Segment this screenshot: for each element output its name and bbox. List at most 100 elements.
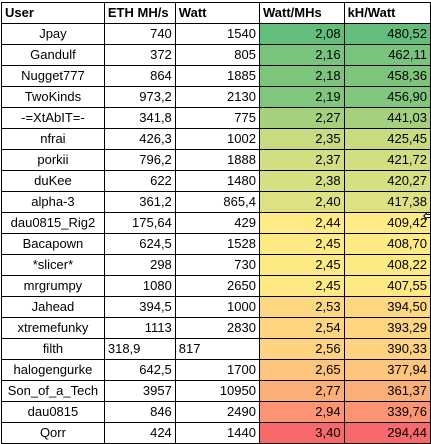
user-cell[interactable]: mrgrumpy: [1, 275, 105, 297]
user-cell[interactable]: Gandulf: [1, 44, 105, 66]
user-cell[interactable]: Nugget777: [1, 65, 105, 87]
kh-per-watt-cell[interactable]: 456,90: [343, 86, 431, 108]
user-cell[interactable]: *slicer*: [1, 254, 105, 276]
eth-cell[interactable]: 846: [103, 401, 176, 423]
watt-per-mhs-cell[interactable]: 2,16: [258, 44, 345, 66]
watt-per-mhs-cell[interactable]: 2,45: [258, 275, 345, 297]
kh-per-watt-cell[interactable]: 407,55: [343, 275, 431, 297]
user-cell[interactable]: Qorr: [1, 422, 105, 444]
eth-cell[interactable]: 624,5: [103, 233, 176, 255]
eth-cell[interactable]: 318,9: [103, 338, 176, 360]
user-cell[interactable]: dau0815: [1, 401, 105, 423]
watt-cell[interactable]: 817: [174, 338, 260, 360]
eth-cell[interactable]: 796,2: [103, 149, 176, 171]
user-cell[interactable]: Jpay: [1, 23, 105, 45]
user-cell[interactable]: Son_of_a_Tech: [1, 380, 105, 402]
watt-cell[interactable]: 1888: [174, 149, 260, 171]
watt-cell[interactable]: 1540: [174, 23, 260, 45]
user-cell[interactable]: Bacapown: [1, 233, 105, 255]
watt-cell[interactable]: 805: [174, 44, 260, 66]
watt-cell[interactable]: 1528: [174, 233, 260, 255]
watt-per-mhs-cell[interactable]: 2,08: [258, 23, 345, 45]
header-watt-per-mhs[interactable]: Watt/MHs: [258, 2, 345, 24]
kh-per-watt-cell[interactable]: 417,38: [343, 191, 431, 213]
eth-cell[interactable]: 424: [103, 422, 176, 444]
eth-cell[interactable]: 1080: [103, 275, 176, 297]
eth-cell[interactable]: 973,2: [103, 86, 176, 108]
watt-per-mhs-cell[interactable]: 2,65: [258, 359, 345, 381]
kh-per-watt-cell[interactable]: 441,03: [343, 107, 431, 129]
kh-per-watt-cell[interactable]: 425,45: [343, 128, 431, 150]
eth-cell[interactable]: 341,8: [103, 107, 176, 129]
eth-cell[interactable]: 426,3: [103, 128, 176, 150]
user-cell[interactable]: filth: [1, 338, 105, 360]
eth-cell[interactable]: 740: [103, 23, 176, 45]
eth-cell[interactable]: 622: [103, 170, 176, 192]
kh-per-watt-cell[interactable]: 294,44: [343, 422, 431, 444]
kh-per-watt-cell[interactable]: 390,33: [343, 338, 431, 360]
watt-per-mhs-cell[interactable]: 2,19: [258, 86, 345, 108]
user-cell[interactable]: dau0815_Rig2: [1, 212, 105, 234]
header-user[interactable]: User: [1, 2, 105, 24]
user-cell[interactable]: alpha-3: [1, 191, 105, 213]
kh-per-watt-cell[interactable]: 408,70: [343, 233, 431, 255]
eth-cell[interactable]: 642,5: [103, 359, 176, 381]
watt-per-mhs-cell[interactable]: 2,56: [258, 338, 345, 360]
watt-cell[interactable]: 730: [174, 254, 260, 276]
watt-cell[interactable]: 1002: [174, 128, 260, 150]
watt-cell[interactable]: 2650: [174, 275, 260, 297]
user-cell[interactable]: Jahead: [1, 296, 105, 318]
watt-per-mhs-cell[interactable]: 2,45: [258, 254, 345, 276]
kh-per-watt-cell[interactable]: 409,42: [343, 212, 431, 234]
header-eth[interactable]: ETH MH/s: [103, 2, 176, 24]
kh-per-watt-cell[interactable]: 462,11: [343, 44, 431, 66]
user-cell[interactable]: halogengurke: [1, 359, 105, 381]
watt-cell[interactable]: 1000: [174, 296, 260, 318]
kh-per-watt-cell[interactable]: 480,52: [343, 23, 431, 45]
watt-per-mhs-cell[interactable]: 2,54: [258, 317, 345, 339]
watt-per-mhs-cell[interactable]: 2,45: [258, 233, 345, 255]
watt-per-mhs-cell[interactable]: 2,77: [258, 380, 345, 402]
watt-per-mhs-cell[interactable]: 2,27: [258, 107, 345, 129]
watt-cell[interactable]: 1885: [174, 65, 260, 87]
watt-cell[interactable]: 2490: [174, 401, 260, 423]
kh-per-watt-cell[interactable]: 420,27: [343, 170, 431, 192]
watt-per-mhs-cell[interactable]: 2,35: [258, 128, 345, 150]
user-cell[interactable]: duKee: [1, 170, 105, 192]
eth-cell[interactable]: 372: [103, 44, 176, 66]
kh-per-watt-cell[interactable]: 421,72: [343, 149, 431, 171]
watt-cell[interactable]: 1700: [174, 359, 260, 381]
watt-cell[interactable]: 429: [174, 212, 260, 234]
eth-cell[interactable]: 361,2: [103, 191, 176, 213]
kh-per-watt-cell[interactable]: 408,22: [343, 254, 431, 276]
watt-per-mhs-cell[interactable]: 2,44: [258, 212, 345, 234]
watt-per-mhs-cell[interactable]: 2,94: [258, 401, 345, 423]
header-watt[interactable]: Watt: [174, 2, 260, 24]
kh-per-watt-cell[interactable]: 458,36: [343, 65, 431, 87]
kh-per-watt-cell[interactable]: 377,94: [343, 359, 431, 381]
kh-per-watt-cell[interactable]: 394,50: [343, 296, 431, 318]
watt-cell[interactable]: 865,4: [174, 191, 260, 213]
eth-cell[interactable]: 298: [103, 254, 176, 276]
watt-cell[interactable]: 775: [174, 107, 260, 129]
kh-per-watt-cell[interactable]: 361,37: [343, 380, 431, 402]
watt-cell[interactable]: 10950: [174, 380, 260, 402]
watt-cell[interactable]: 2130: [174, 86, 260, 108]
eth-cell[interactable]: 864: [103, 65, 176, 87]
watt-per-mhs-cell[interactable]: 2,53: [258, 296, 345, 318]
user-cell[interactable]: nfrai: [1, 128, 105, 150]
user-cell[interactable]: porkii: [1, 149, 105, 171]
watt-cell[interactable]: 1440: [174, 422, 260, 444]
kh-per-watt-cell[interactable]: 339,76: [343, 401, 431, 423]
watt-cell[interactable]: 2830: [174, 317, 260, 339]
user-cell[interactable]: TwoKinds: [1, 86, 105, 108]
watt-cell[interactable]: 1480: [174, 170, 260, 192]
watt-per-mhs-cell[interactable]: 2,18: [258, 65, 345, 87]
kh-per-watt-cell[interactable]: 393,29: [343, 317, 431, 339]
eth-cell[interactable]: 3957: [103, 380, 176, 402]
user-cell[interactable]: -=XtAbIT=-: [1, 107, 105, 129]
eth-cell[interactable]: 175,64: [103, 212, 176, 234]
watt-per-mhs-cell[interactable]: 2,37: [258, 149, 345, 171]
eth-cell[interactable]: 394,5: [103, 296, 176, 318]
watt-per-mhs-cell[interactable]: 2,40: [258, 191, 345, 213]
